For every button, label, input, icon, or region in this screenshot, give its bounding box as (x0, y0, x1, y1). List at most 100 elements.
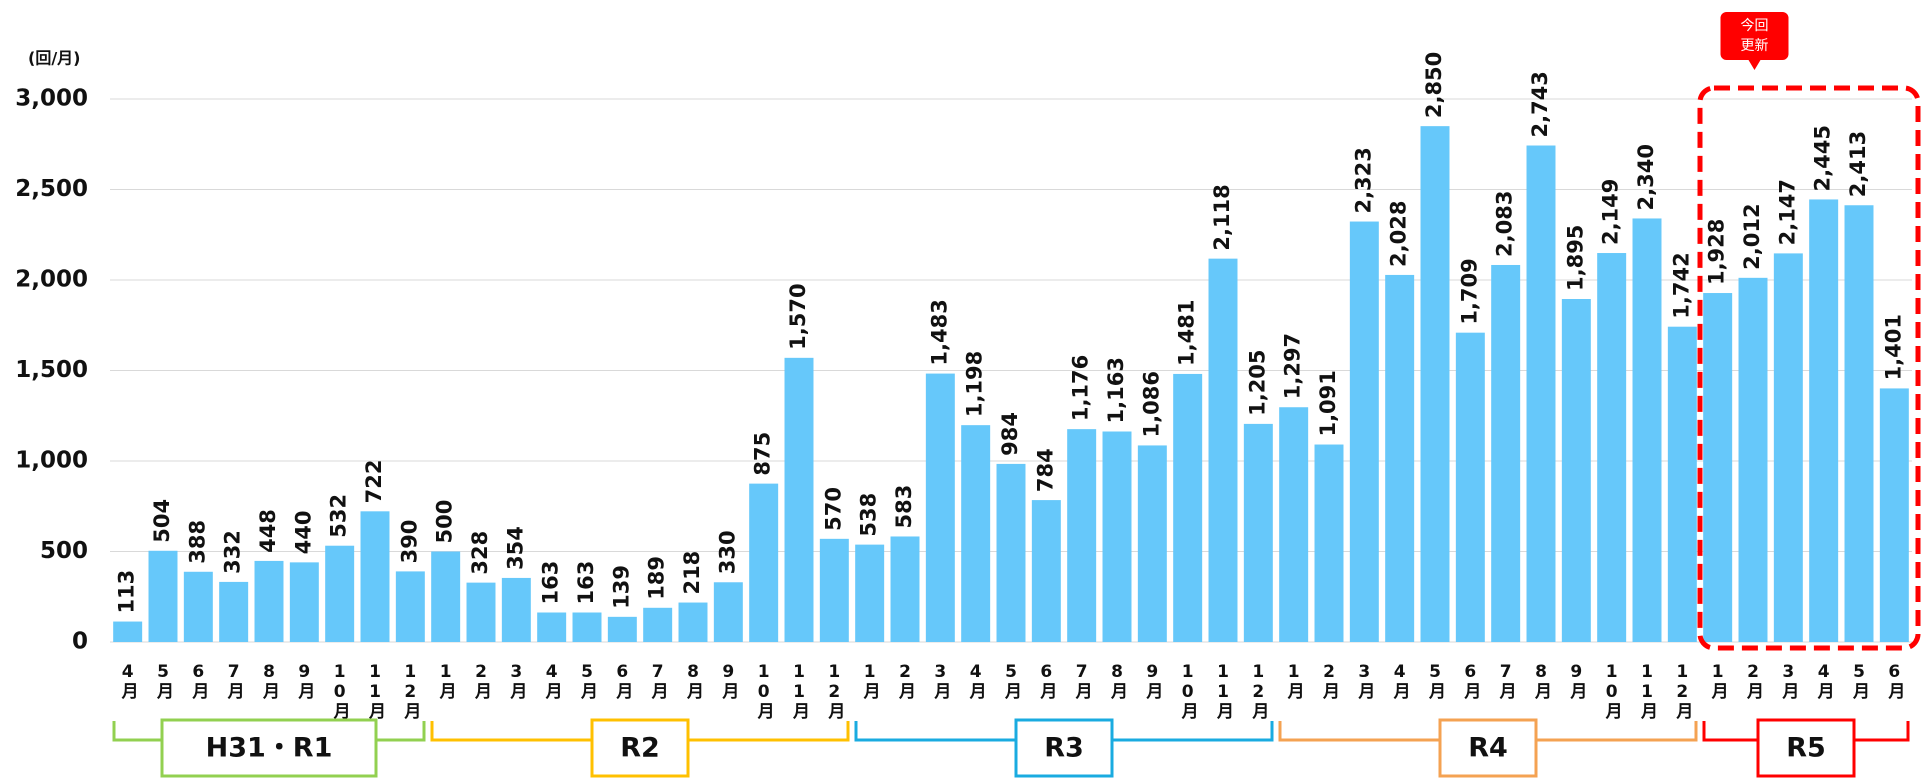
bar (961, 425, 991, 642)
bar (183, 571, 213, 642)
x-tick-label: 1月 (1708, 662, 1730, 700)
x-tick-label: 6月 (1460, 662, 1482, 700)
bar (1561, 299, 1591, 642)
bar (395, 571, 425, 642)
bar (148, 550, 178, 642)
x-tick-label: 2月 (895, 662, 917, 700)
y-tick-label: 1,000 (15, 448, 88, 474)
y-tick-label: 3,000 (15, 86, 88, 112)
x-tick-label: 8月 (1531, 662, 1553, 700)
x-tick-label: 1月 (860, 662, 882, 700)
bar (1844, 205, 1874, 642)
x-tick-label: 6月 (612, 662, 634, 700)
data-label: 440 (291, 511, 315, 555)
callout (1720, 12, 1789, 70)
x-tick-label: 1月 (1284, 662, 1306, 700)
x-tick-label: 5月 (1001, 662, 1023, 700)
bar (996, 463, 1026, 642)
x-tick-label: 12月 (824, 662, 846, 720)
bar (1279, 407, 1309, 642)
x-tick-label: 3月 (1354, 662, 1376, 700)
data-label: 1,297 (1281, 333, 1305, 399)
y-unit-label: (回/月) (28, 49, 80, 68)
x-tick-label: 10月 (1602, 662, 1624, 720)
data-label: 504 (150, 499, 174, 543)
data-label: 2,850 (1422, 52, 1446, 118)
bar (749, 483, 779, 642)
x-tick-label: 1月 (436, 662, 458, 700)
data-label: 330 (715, 530, 739, 574)
data-label: 1,163 (1104, 357, 1128, 423)
data-label: 1,742 (1669, 252, 1693, 318)
data-label: 2,413 (1846, 131, 1870, 197)
data-label: 1,928 (1705, 219, 1729, 285)
callout-text: 更新 (1741, 38, 1769, 54)
x-tick-label: 10月 (330, 662, 352, 720)
y-tick-label: 500 (40, 538, 88, 564)
group-box (590, 718, 690, 778)
data-label: 390 (397, 520, 421, 564)
bar (1879, 388, 1909, 642)
bar (254, 560, 284, 642)
bar (890, 536, 920, 642)
data-label: 1,205 (1245, 349, 1269, 415)
group-box (1438, 718, 1538, 778)
bar (572, 612, 602, 642)
bar (1314, 444, 1344, 642)
x-tick-label: 9月 (1566, 662, 1588, 700)
bar (1385, 274, 1415, 642)
bar (501, 577, 531, 642)
x-tick-label: 9月 (294, 662, 316, 700)
group-label: R2 (620, 733, 660, 764)
bar (1349, 221, 1379, 643)
data-label: 1,481 (1175, 300, 1199, 366)
x-tick-label: 11月 (789, 662, 811, 720)
bar (713, 582, 743, 642)
data-label: 570 (821, 487, 845, 531)
y-tick-label: 2,500 (15, 176, 88, 202)
bar (325, 545, 355, 642)
bar (1809, 199, 1839, 642)
data-label: 984 (998, 412, 1022, 456)
data-label: 1,483 (927, 299, 951, 365)
y-tick-label: 2,000 (15, 267, 88, 293)
x-tick-label: 11月 (365, 662, 387, 720)
x-tick-label: 12月 (400, 662, 422, 720)
data-label: 328 (468, 531, 492, 575)
data-label: 1,709 (1457, 258, 1481, 324)
x-tick-label: 10月 (1178, 662, 1200, 720)
bar (855, 544, 885, 642)
data-label: 139 (609, 565, 633, 609)
x-tick-label: 2月 (471, 662, 493, 700)
bar (219, 581, 249, 642)
data-label: 332 (221, 530, 245, 574)
x-tick-label: 3月 (1778, 662, 1800, 700)
data-label: 388 (185, 520, 209, 564)
x-tick-label: 3月 (506, 662, 528, 700)
x-tick-label: 4月 (966, 662, 988, 700)
x-tick-label: 4月 (1814, 662, 1836, 700)
data-label: 1,570 (786, 283, 810, 349)
bar (537, 612, 567, 642)
data-label: 538 (857, 493, 881, 537)
bar (1137, 445, 1167, 642)
data-label: 189 (645, 556, 669, 600)
group-label: R5 (1786, 733, 1826, 764)
bar (1455, 332, 1485, 642)
data-label: 2,340 (1634, 144, 1658, 210)
y-tick-label: 0 (72, 629, 88, 655)
data-label: 722 (362, 459, 386, 503)
data-label: 1,198 (963, 351, 987, 417)
bar (1208, 258, 1238, 642)
x-tick-label: 6月 (1036, 662, 1058, 700)
data-label: 2,083 (1493, 191, 1517, 257)
data-label: 1,086 (1139, 371, 1163, 437)
data-label: 583 (892, 485, 916, 529)
bar (819, 538, 849, 642)
x-tick-label: 6月 (1884, 662, 1906, 700)
x-tick-label: 4月 (1390, 662, 1412, 700)
bar (1703, 293, 1733, 642)
data-label: 2,445 (1811, 125, 1835, 191)
bar (289, 562, 319, 642)
data-label: 448 (256, 509, 280, 553)
